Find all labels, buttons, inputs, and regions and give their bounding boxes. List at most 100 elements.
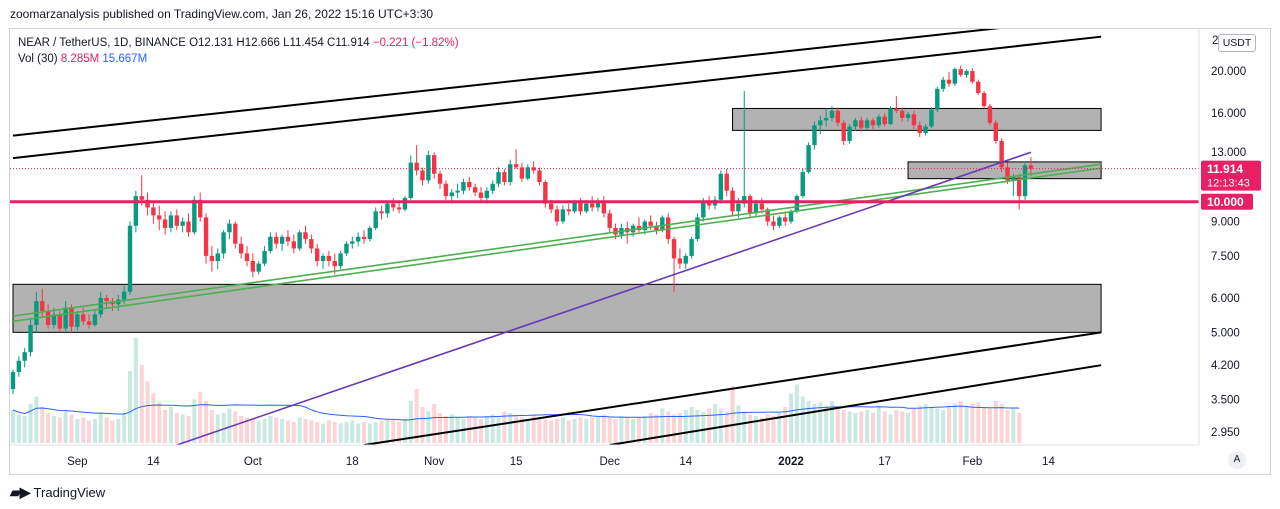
y-tick-label: 5.000 [1211, 327, 1240, 339]
candle-body [57, 314, 62, 329]
candle-body [373, 211, 378, 228]
candle-body [671, 239, 677, 259]
x-tick-label: 18 [346, 456, 359, 468]
key-level-tag [1201, 193, 1253, 210]
candle-body [543, 182, 548, 204]
volume-bar [525, 419, 530, 443]
candle-body [186, 221, 191, 233]
volume-bar [783, 407, 788, 443]
volume-bar [209, 410, 214, 443]
candle-body [75, 314, 80, 327]
key-level-label: 10.000 [1207, 195, 1244, 209]
x-tick-label: 14 [147, 456, 160, 468]
candle-body [870, 120, 876, 126]
candle-body [221, 232, 226, 254]
y-tick-label: 2 [1212, 35, 1218, 47]
candle-body [174, 215, 179, 226]
candle-body [666, 217, 671, 240]
volume-bar [584, 419, 589, 443]
candle-body [437, 173, 443, 184]
candle-body [794, 196, 800, 212]
low-value: L11.454 [283, 37, 324, 49]
auto-scale-button[interactable]: A [1228, 451, 1246, 469]
volume-bar [233, 411, 238, 443]
candle-body [315, 248, 320, 262]
candle-body [443, 183, 449, 197]
volume-bar [853, 413, 858, 443]
tradingview-logo-icon[interactable]: ▰▶ [10, 484, 31, 500]
volume-bar [777, 413, 782, 443]
candle-body [449, 192, 454, 197]
volume-bar [800, 396, 805, 443]
volume-bar [168, 407, 173, 443]
volume-bar [215, 414, 220, 443]
volume-bar [420, 407, 425, 443]
volume-bar [116, 419, 121, 443]
volume-bar [104, 417, 109, 443]
volume-bar [537, 417, 542, 443]
candle-body [490, 183, 495, 191]
x-tick-label: Nov [424, 456, 445, 468]
candle-body [747, 196, 753, 214]
axes-layer: 2 20.000 16.000 13.000 9.000 7.500 6.000 5.000 4… [10, 29, 1246, 468]
volume-bar [865, 410, 870, 443]
volume-bar [332, 422, 337, 443]
volume-bar [543, 419, 548, 443]
candle-body [379, 211, 384, 214]
volume-bar [742, 411, 747, 443]
candle-body [999, 140, 1004, 168]
candle-body [309, 239, 314, 249]
volume-bar [753, 416, 758, 443]
candle-body [701, 201, 706, 218]
volume-bar [256, 420, 261, 443]
volume-bar [859, 411, 864, 443]
volume-bar [268, 416, 273, 443]
symbol-title[interactable]: NEAR / TetherUS, 1D, BINANCE [18, 37, 186, 49]
candle-body [981, 93, 987, 107]
volume-bar [110, 420, 115, 443]
volume-bar [87, 420, 92, 443]
candle-body [478, 192, 484, 198]
volume-bar [835, 407, 840, 443]
change-value: −0.221 (−1.82%) [372, 37, 459, 49]
candle-body [297, 232, 302, 249]
volume-bar [619, 416, 624, 443]
candle-body [683, 255, 688, 264]
candle-body [344, 243, 349, 254]
volume-bar [765, 414, 770, 443]
zones-layer [12, 107, 1102, 333]
volume-bar [590, 417, 595, 443]
candle-body [601, 201, 607, 214]
volume-bar [1005, 410, 1010, 443]
volume-bar [490, 414, 495, 443]
candle-body [279, 236, 285, 244]
volume-bar [771, 416, 776, 443]
volume-bar [806, 401, 811, 443]
candle-body [408, 162, 413, 198]
currency-button[interactable]: USDT [1218, 34, 1256, 52]
support-zone [12, 283, 1102, 333]
volume-bar [122, 413, 127, 443]
footer: ▰▶ TradingView [10, 484, 105, 501]
candle-body [905, 114, 911, 118]
brand-name[interactable]: TradingView [33, 485, 106, 500]
candle-body [589, 203, 595, 208]
candle-body [133, 196, 139, 226]
volume-bar [970, 404, 975, 443]
x-tick-label: Oct [244, 456, 263, 468]
candle-body [958, 69, 963, 75]
y-tick-label: 9.000 [1211, 217, 1240, 229]
candle-body [51, 314, 57, 325]
volume-bar [391, 420, 396, 443]
volume-bar [373, 422, 378, 443]
volume-bar [163, 410, 168, 443]
candle-body [472, 187, 478, 193]
volume-bar [636, 417, 641, 443]
candle-body [800, 172, 805, 197]
trendline [12, 167, 1102, 323]
volume-indicator-label[interactable]: Vol (30) [18, 53, 58, 65]
volume-bar [204, 401, 209, 443]
candle-body [227, 223, 232, 233]
volume-bar [976, 402, 981, 443]
